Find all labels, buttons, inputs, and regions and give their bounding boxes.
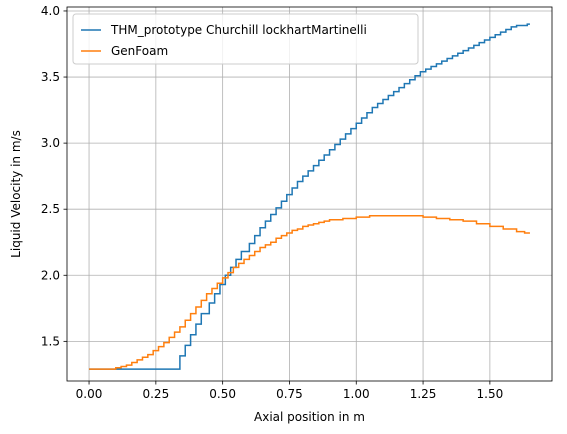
x-axis-label: Axial position in m	[254, 410, 365, 424]
y-tick-label: 1.5	[41, 334, 60, 348]
x-tick-label: 0.75	[276, 387, 303, 401]
series-layer	[89, 23, 530, 370]
y-axis-label: Liquid Velocity in m/s	[9, 130, 23, 258]
legend-entry-genfoam: GenFoam	[81, 44, 168, 58]
series-line-genfoam	[89, 215, 530, 370]
x-tick-label: 0.25	[142, 387, 169, 401]
y-tick-label: 2.5	[41, 202, 60, 216]
x-tick-label: 1.25	[410, 387, 437, 401]
x-tick-label: 1.50	[477, 387, 504, 401]
y-tick-label: 3.5	[41, 70, 60, 84]
x-tick-label: 0.50	[209, 387, 236, 401]
plot-background	[67, 7, 552, 381]
ticks: 0.00 0.25 0.50 0.75 1.00 1.25 1.50 1.5 2.0 2.5 3.0…	[41, 4, 503, 401]
x-tick-label: 0.00	[76, 387, 103, 401]
series-line-thm	[89, 23, 530, 370]
grid	[67, 7, 552, 381]
y-tick-label: 2.0	[41, 268, 60, 282]
legend-label-thm: THM_prototype Churchill lockhartMartinel…	[110, 23, 367, 37]
plot-frame	[66, 6, 553, 382]
y-tick-label: 4.0	[41, 4, 60, 18]
legend-label-genfoam: GenFoam	[111, 44, 168, 58]
x-tick-label: 1.00	[343, 387, 370, 401]
y-tick-label: 3.0	[41, 136, 60, 150]
legend-entry-thm: THM_prototype Churchill lockhartMartinel…	[81, 23, 367, 37]
legend: THM_prototype Churchill lockhartMartinel…	[72, 13, 419, 65]
legend-box	[72, 13, 419, 65]
plot-area: 0.00 0.25 0.50 0.75 1.00 1.25 1.50 1.5 2.0 2.5 3.0…	[41, 4, 553, 401]
